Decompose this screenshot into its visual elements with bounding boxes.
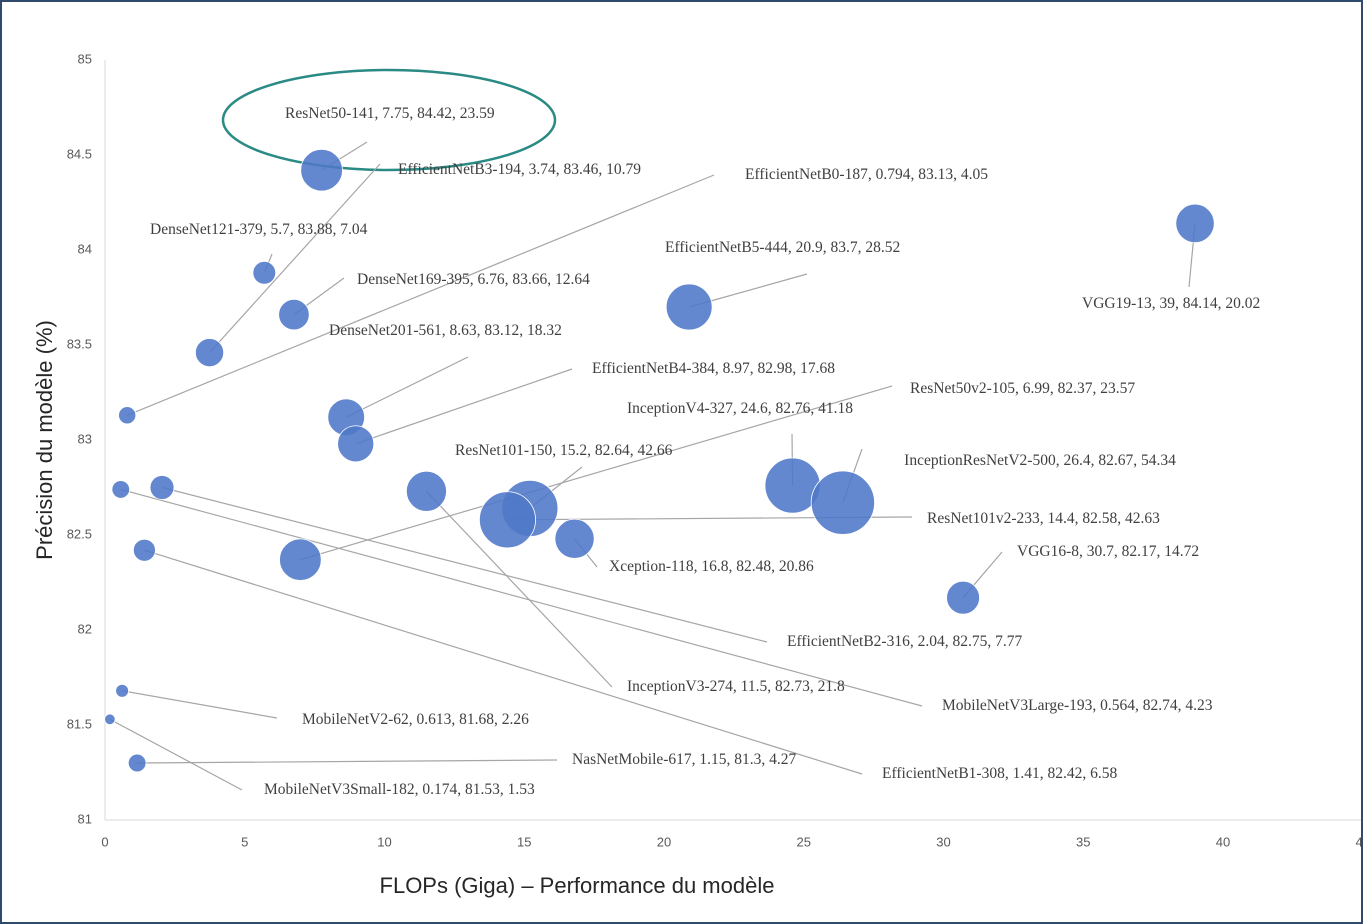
bubble: [946, 580, 980, 615]
bubble: [149, 475, 175, 500]
data-label: MobileNetV2-62, 0.613, 81.68, 2.26: [302, 711, 529, 728]
data-label: DenseNet169-395, 6.76, 83.66, 12.64: [357, 271, 590, 288]
bubble: [132, 538, 156, 562]
leader-line: [345, 356, 469, 418]
data-label: NasNetMobile-617, 1.15, 81.3, 4.27: [572, 751, 797, 768]
data-label: DenseNet121-379, 5.7, 83.88, 7.04: [150, 221, 368, 238]
leader-line: [425, 490, 613, 688]
leader-line: [109, 718, 243, 791]
data-label: MobileNetV3Large-193, 0.564, 82.74, 4.23: [942, 697, 1213, 714]
bubble: [115, 683, 129, 698]
y-tick-label: 82: [78, 621, 92, 636]
bubble: [252, 260, 277, 285]
data-label: MobileNetV3Small-182, 0.174, 81.53, 1.53: [264, 781, 535, 798]
x-tick-label: 10: [377, 834, 391, 849]
bubble: [479, 491, 536, 549]
data-label: EfficientNetB5-444, 20.9, 83.7, 28.52: [665, 239, 901, 256]
y-tick-label: 81: [78, 811, 92, 826]
x-tick-label: 0: [101, 834, 108, 849]
bubble: [118, 406, 137, 425]
leader-line: [144, 549, 863, 775]
highlight-ellipse: [221, 68, 557, 172]
bubble: [278, 298, 310, 331]
leader-line: [120, 488, 923, 707]
bubble: [665, 283, 713, 331]
y-tick-label: 84: [78, 241, 92, 256]
x-tick-label: 40: [1216, 834, 1230, 849]
x-tick-label: 15: [517, 834, 531, 849]
leader-line: [209, 163, 381, 354]
y-tick-label: 85: [78, 51, 92, 66]
x-tick-label: 35: [1076, 834, 1090, 849]
data-label: ResNet101-150, 15.2, 82.64, 42.66: [455, 442, 673, 459]
data-label: ResNet50-141, 7.75, 84.42, 23.59: [285, 105, 495, 122]
x-axis-title: FLOPs (Giga) – Performance du modèle: [380, 873, 775, 898]
data-label: VGG19-13, 39, 84.14, 20.02: [1082, 295, 1261, 312]
bubble: [554, 518, 595, 559]
data-label: InceptionV3-274, 11.5, 82.73, 21.8: [627, 678, 845, 695]
y-tick-label: 81.5: [67, 716, 92, 731]
bubble: [104, 713, 116, 726]
bubble: [195, 338, 225, 368]
bubble: [127, 753, 147, 773]
bubble: [300, 148, 343, 192]
y-tick-label: 83.5: [67, 336, 92, 351]
bubble: [1175, 203, 1215, 244]
x-tick-label: 30: [936, 834, 950, 849]
data-label: ResNet50v2-105, 6.99, 82.37, 23.57: [910, 380, 1136, 397]
bubble: [337, 425, 375, 463]
data-label: DenseNet201-561, 8.63, 83.12, 18.32: [329, 322, 562, 339]
leader-line: [300, 385, 893, 561]
y-tick-label: 83: [78, 431, 92, 446]
x-tick-label: 25: [797, 834, 811, 849]
data-label: VGG16-8, 30.7, 82.17, 14.72: [1017, 543, 1200, 560]
data-label: EfficientNetB0-187, 0.794, 83.13, 4.05: [745, 166, 988, 183]
x-tick-label: 5: [241, 834, 248, 849]
data-label: InceptionV4-327, 24.6, 82.76, 41.18: [627, 400, 854, 417]
y-tick-label: 84.5: [67, 146, 92, 161]
y-axis-title: Précision du modèle (%): [32, 320, 57, 560]
x-tick-label: 20: [657, 834, 671, 849]
y-tick-label: 82.5: [67, 526, 92, 541]
leader-line: [161, 486, 768, 643]
bubble: [810, 470, 875, 535]
leader-line: [355, 368, 573, 445]
bubble: [111, 480, 131, 499]
leader-line: [126, 174, 715, 416]
leader-line: [122, 690, 278, 719]
bubble: [405, 470, 447, 512]
bubble: [279, 538, 322, 581]
data-label: Xception-118, 16.8, 82.48, 20.86: [609, 558, 814, 575]
x-tick-label: 45: [1356, 834, 1363, 849]
data-label: EfficientNetB4-384, 8.97, 82.98, 17.68: [592, 360, 835, 377]
data-label: EfficientNetB3-194, 3.74, 83.46, 10.79: [398, 161, 641, 178]
data-label: EfficientNetB2-316, 2.04, 82.75, 7.77: [787, 633, 1023, 650]
data-label: InceptionResNetV2-500, 26.4, 82.67, 54.3…: [904, 452, 1176, 469]
data-label: EfficientNetB1-308, 1.41, 82.42, 6.58: [882, 765, 1118, 782]
data-label: ResNet101v2-233, 14.4, 82.58, 42.63: [927, 510, 1160, 527]
leader-line: [137, 759, 558, 764]
